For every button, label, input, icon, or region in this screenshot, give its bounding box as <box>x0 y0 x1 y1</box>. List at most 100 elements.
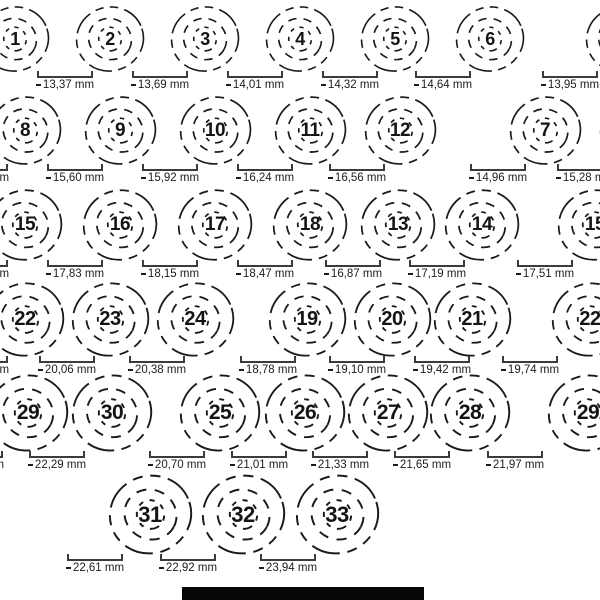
ring-measure-label: 20,38 mm <box>134 364 187 376</box>
ring-measure-label: 13,95 mm <box>547 79 600 91</box>
ring-size-number: 20 <box>381 308 403 330</box>
dashed-ring-icon <box>0 282 64 357</box>
measure-ruler-icon <box>0 451 3 458</box>
ring-size-number: 9 <box>114 119 126 141</box>
ring-size-number: 21 <box>461 308 483 330</box>
ring-measure-line: 18,47 mm <box>227 268 303 280</box>
dashed-ring-icon <box>444 189 520 261</box>
ring-measure-label: 15,28 mm <box>562 172 600 184</box>
measure-ruler-icon <box>329 164 385 171</box>
ring-measure-line: 23,94 mm <box>250 562 326 574</box>
ring-measure-label: 22,29 mm <box>34 459 87 471</box>
ring-measure-line: 13,95 mm <box>532 79 600 91</box>
tick-dash-icon <box>235 273 241 275</box>
ring-measure: 19,10 mm <box>319 356 395 376</box>
ring-measure-line: 16,56 mm <box>319 172 395 184</box>
ring-measure-line: 19,74 mm <box>0 364 18 376</box>
ring-size-number: 29 <box>16 401 40 424</box>
tick-dash-icon <box>327 369 333 371</box>
ring-measure: 18,47 mm <box>227 260 303 280</box>
ring-measure: 21,01 mm <box>221 451 297 471</box>
ring-measure: 17,51 mm <box>507 260 583 280</box>
measure-ruler-icon <box>37 71 93 78</box>
measure-ruler-icon <box>517 260 573 267</box>
measure-ruler-icon <box>142 260 198 267</box>
measure-ruler-icon <box>67 554 123 561</box>
dashed-ring-icon <box>108 474 192 555</box>
ring-measure-label: 17,83 mm <box>52 268 105 280</box>
ring-measure: 18,78 mm <box>230 356 306 376</box>
tick-dash-icon <box>147 464 153 466</box>
ring-measure-label: 13,69 mm <box>137 79 190 91</box>
bottom-bar <box>182 587 424 600</box>
ring-cell: 30 <box>71 372 153 454</box>
dashed-ring-icon <box>353 282 431 357</box>
ring-measure: 15,60 mm <box>37 164 113 184</box>
measure-ruler-icon <box>542 71 598 78</box>
tick-dash-icon <box>225 84 231 86</box>
measure-ruler-icon <box>149 451 205 458</box>
ring-measure-label: 19,74 mm <box>507 364 560 376</box>
ring-measure-line: 19,42 mm <box>404 364 480 376</box>
ring-measure-label: 16,87 mm <box>330 268 383 280</box>
dashed-ring-icon <box>364 96 436 165</box>
dashed-ring-icon <box>84 96 156 165</box>
ring-size-number: 4 <box>295 28 305 49</box>
dashed-ring-icon <box>360 189 436 261</box>
ring-measure: 21,65 mm <box>384 451 460 471</box>
dashed-ring-icon <box>179 96 251 165</box>
measure-ruler-icon <box>329 356 385 363</box>
ring-measure: 14,01 mm <box>217 71 293 91</box>
measure-ruler-icon <box>312 451 368 458</box>
ring-cell: 26 <box>264 372 346 454</box>
ring-size-number: 2 <box>105 28 115 49</box>
ring-measure: 19,42 mm <box>404 356 480 376</box>
measure-ruler-icon <box>240 356 296 363</box>
ring-measure-line: 15,28 mm <box>0 172 18 184</box>
ring-measure: 15,28 mm <box>547 164 600 184</box>
ring-measure: 22,61 mm <box>57 554 133 574</box>
ring-measure-label: 16,24 mm <box>242 172 295 184</box>
ring-measure-label: 19,74 mm <box>0 364 10 376</box>
tick-dash-icon <box>140 273 146 275</box>
measure-ruler-icon <box>237 164 293 171</box>
ring-size-number: 26 <box>293 401 317 424</box>
dashed-ring-icon <box>360 6 430 72</box>
ring-cell: 18 <box>272 187 348 263</box>
tick-dash-icon <box>127 369 133 371</box>
ring-measure-line: 21,65 mm <box>384 459 460 471</box>
ring-cell: 15 <box>0 187 63 263</box>
measure-ruler-icon <box>132 71 188 78</box>
ring-measure-label: 18,15 mm <box>147 268 200 280</box>
dashed-ring-icon <box>455 6 525 72</box>
ring-cell: 8 <box>0 94 62 167</box>
dashed-ring-icon <box>0 189 63 261</box>
tick-dash-icon <box>258 567 264 569</box>
ring-measure: 22,29 mm <box>19 451 95 471</box>
dashed-ring-icon <box>75 6 145 72</box>
dashed-ring-icon <box>295 474 379 555</box>
ring-cell: 31 <box>108 472 193 557</box>
ring-measure-line: 22,92 mm <box>150 562 226 574</box>
dashed-ring-icon <box>551 282 600 357</box>
tick-dash-icon <box>140 177 146 179</box>
tick-dash-icon <box>515 273 521 275</box>
measure-ruler-icon <box>414 356 470 363</box>
ring-measure-line: 13,37 mm <box>27 79 103 91</box>
dashed-ring-icon <box>557 189 600 261</box>
ring-measure: 14,96 mm <box>460 164 536 184</box>
ring-measure-line: 16,24 mm <box>227 172 303 184</box>
ring-measure-label: 21,97 mm <box>0 459 4 471</box>
ring-measure: 21,97 mm <box>0 451 13 471</box>
ring-measure-label: 23,94 mm <box>265 562 318 574</box>
ring-measure-label: 15,92 mm <box>147 172 200 184</box>
ring-cell: 21 <box>433 280 512 359</box>
ring-measure: 16,56 mm <box>319 164 395 184</box>
ring-measure: 14,32 mm <box>312 71 388 91</box>
ring-size-number: 18 <box>299 214 321 235</box>
ring-cell: 23 <box>71 280 150 359</box>
ring-cell: 25 <box>179 372 261 454</box>
ring-measure-label: 15,60 mm <box>52 172 105 184</box>
ring-cell: 10 <box>179 94 252 167</box>
ring-measure: 13,95 mm <box>0 71 8 91</box>
